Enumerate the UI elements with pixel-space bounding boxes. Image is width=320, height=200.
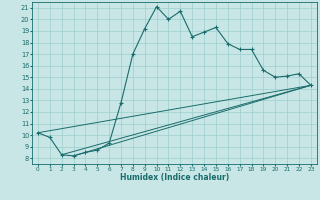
X-axis label: Humidex (Indice chaleur): Humidex (Indice chaleur) — [120, 173, 229, 182]
